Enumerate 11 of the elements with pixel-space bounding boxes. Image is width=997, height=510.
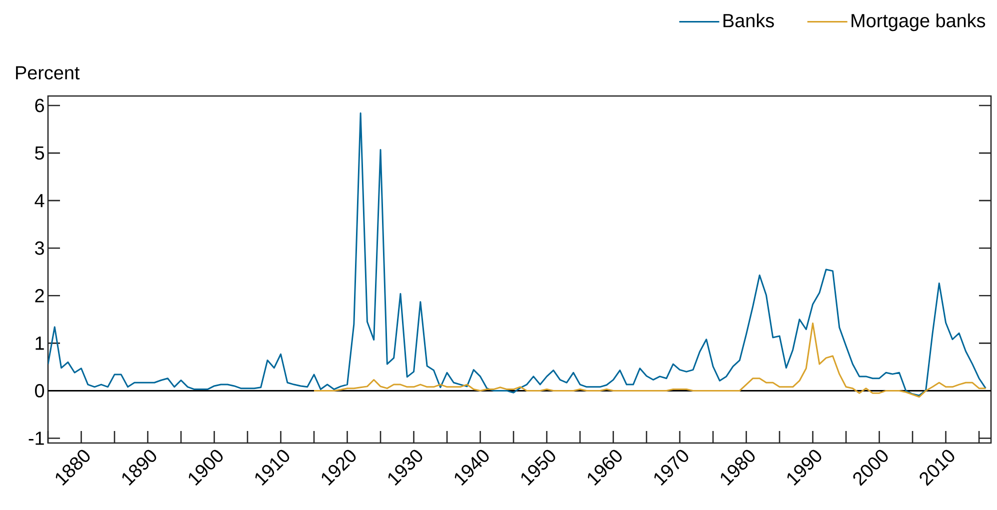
y-tick-label: 2 [35, 289, 44, 302]
y-axis-title: Percent [16, 66, 80, 80]
y-tick-label: 4 [34, 194, 44, 208]
y-tick-label: 0 [35, 384, 44, 398]
y-tick-label: 5 [35, 146, 44, 160]
y-tick-label: -1 [28, 432, 44, 445]
y-tick-label: 3 [34, 241, 44, 255]
legend-label: Mortgage banks [852, 13, 986, 32]
y-tick-label: 1 [36, 336, 44, 350]
y-tick-label: 6 [35, 98, 44, 112]
legend-label: Banks [724, 13, 774, 28]
